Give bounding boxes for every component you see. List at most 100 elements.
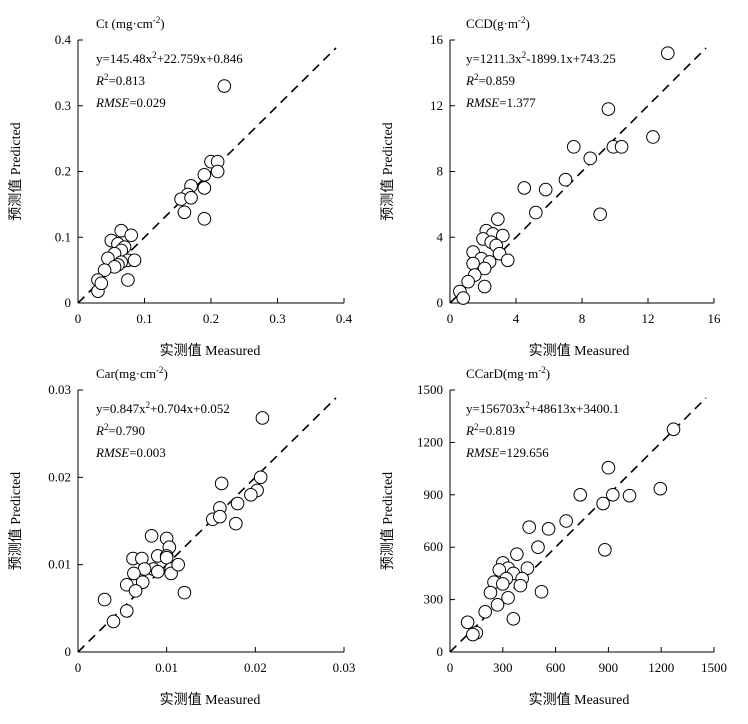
data-point xyxy=(538,182,553,197)
y-axis-title: 预测值 Predicted xyxy=(380,122,396,220)
data-point xyxy=(583,151,598,166)
x-tick-label: 0.4 xyxy=(336,311,353,326)
data-point xyxy=(127,566,141,581)
data-point xyxy=(510,547,524,561)
x-tick-label: 0 xyxy=(447,311,454,326)
data-point xyxy=(466,256,480,271)
r-squared-symbol: R xyxy=(465,423,474,438)
data-point xyxy=(500,253,515,268)
x-tick-label: 0.3 xyxy=(269,311,285,326)
data-point xyxy=(666,422,681,437)
y-tick-label: 0.2 xyxy=(55,164,71,179)
y-tick-label: 8 xyxy=(437,164,444,179)
y-tick-label: 0 xyxy=(437,295,444,310)
equation-part: y=1211.3x xyxy=(466,51,522,66)
y-tick-label: 16 xyxy=(430,32,444,47)
data-point xyxy=(483,585,498,600)
reference-line-1to1 xyxy=(449,397,707,653)
data-point xyxy=(496,228,510,243)
y-axis-title: 预测值 Predicted xyxy=(380,472,396,570)
data-point xyxy=(159,550,174,565)
data-point xyxy=(559,514,573,528)
data-point xyxy=(653,481,668,496)
data-point xyxy=(177,205,192,220)
y-tick-label: 0.02 xyxy=(48,469,71,484)
r-squared-value: =0.819 xyxy=(478,423,515,438)
panel-title: CCarD(mg·m-2) xyxy=(466,365,550,381)
y-tick-label: 4 xyxy=(437,229,444,244)
data-point xyxy=(214,476,229,491)
r-squared-symbol: R xyxy=(465,73,474,88)
title-unit: (g·m xyxy=(493,16,518,31)
r-squared: R2=0.790 xyxy=(95,422,145,438)
title-variable: CCD xyxy=(466,16,493,31)
y-tick-label: 0.03 xyxy=(48,382,71,397)
r-squared: R2=0.859 xyxy=(465,72,515,88)
data-point xyxy=(596,496,610,511)
y-tick-label: 0.3 xyxy=(55,98,71,113)
title-variable: CCarD xyxy=(466,366,503,381)
equation-exponent: 2 xyxy=(525,400,530,410)
data-point xyxy=(517,181,532,195)
equation-exponent: 2 xyxy=(152,50,157,60)
equation-part: y=156703x xyxy=(466,401,526,416)
data-point xyxy=(97,592,112,607)
rmse-value: =129.656 xyxy=(499,445,549,460)
equation-exponent: 2 xyxy=(146,400,151,410)
data-point xyxy=(184,191,198,205)
data-point xyxy=(197,181,212,195)
x-axis-title: 实测值 Measured xyxy=(160,692,261,708)
data-point xyxy=(217,79,232,93)
rmse-symbol: RMSE xyxy=(465,95,499,110)
data-point xyxy=(127,253,142,268)
y-tick-label: 0.4 xyxy=(55,32,72,47)
equation-part: y=145.48x xyxy=(96,51,153,66)
r-squared-symbol: R xyxy=(95,423,104,438)
title-unit-close: ) xyxy=(526,16,530,31)
x-tick-label: 0.01 xyxy=(155,660,178,675)
data-point xyxy=(601,460,616,475)
rmse-symbol: RMSE xyxy=(95,95,129,110)
equation-part: +48613x+3400.1 xyxy=(530,401,619,416)
rmse-value: =1.377 xyxy=(499,95,536,110)
y-tick-label: 0.1 xyxy=(55,229,71,244)
title-unit: (mg·cm xyxy=(108,16,152,31)
data-point xyxy=(529,205,543,220)
data-point xyxy=(210,164,225,179)
rmse-symbol: RMSE xyxy=(465,445,499,460)
data-point xyxy=(255,411,270,425)
title-unit-exponent: -2 xyxy=(153,15,161,25)
data-point xyxy=(461,274,475,289)
x-tick-label: 0.03 xyxy=(333,660,356,675)
equation-exponent: 2 xyxy=(522,50,527,60)
data-point xyxy=(164,566,178,581)
y-tick-label: 300 xyxy=(424,592,444,607)
data-point xyxy=(124,228,138,243)
data-point xyxy=(661,46,675,60)
chart-panel-1: 0 0.1 0.2 0.3 0.4 0 0.1 0.2 0.3 0.4 Ct (mg·cm-2) y=… xyxy=(8,15,353,359)
r-squared-symbol: R xyxy=(95,73,104,88)
x-tick-label: 0 xyxy=(75,311,82,326)
title-unit-close: ) xyxy=(546,366,550,381)
data-point xyxy=(106,614,121,629)
regression-equation: y=1211.3x2-1899.1x+743.25 xyxy=(466,50,616,66)
chart-panel-2: 0 4 8 12 160481216CCD(g·m-2)y=1211.3x2-1899.… xyxy=(380,15,721,359)
y-tick-label: 12 xyxy=(430,98,443,113)
data-point xyxy=(128,584,143,598)
x-axis-title: 实测值 Measured xyxy=(529,343,630,359)
data-point xyxy=(144,529,159,543)
r-squared-value: =0.859 xyxy=(478,73,515,88)
rmse-symbol: RMSE xyxy=(95,445,129,460)
title-variable: Ct xyxy=(96,16,109,31)
r-squared-exponent: 2 xyxy=(474,72,479,82)
x-tick-label: 0 xyxy=(75,660,82,675)
r-squared-exponent: 2 xyxy=(104,422,109,432)
equation-part: -1899.1x+743.25 xyxy=(526,51,616,66)
x-tick-label: 900 xyxy=(599,660,619,675)
data-point xyxy=(614,140,629,154)
x-tick-label: 0.1 xyxy=(136,311,152,326)
y-tick-label: 0 xyxy=(65,295,72,310)
data-point xyxy=(94,276,109,291)
x-tick-label: 16 xyxy=(708,311,722,326)
